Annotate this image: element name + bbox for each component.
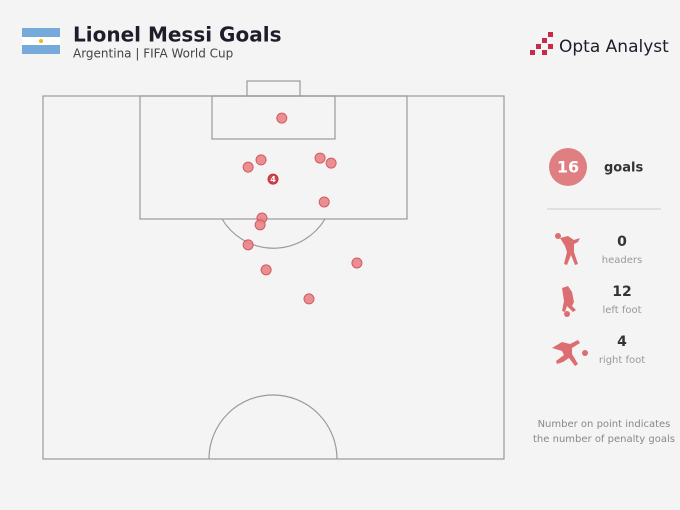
chart-title: Lionel Messi Goals [73,23,281,47]
goal-point [260,264,272,276]
subtitle: Argentina | FIFA World Cup [73,47,233,61]
goal-point [314,152,326,164]
goal-point [242,239,254,251]
flag [22,45,60,54]
stat-label: right foot [599,355,645,366]
goal-point [303,293,315,305]
icons [552,233,588,366]
note: the number of penalty goals [533,434,675,445]
stat-value: 12 [612,284,631,300]
goal-point [318,196,330,208]
goal-point [254,219,266,231]
flag [22,28,60,37]
penalty-label: 4 [270,175,276,184]
pitch [42,80,505,460]
goal-point [267,173,279,185]
stat-value: 4 [617,334,627,350]
note: Number on point indicates [538,419,671,430]
goal-point [242,161,254,173]
goal-point [325,157,337,169]
stat-value: 0 [617,234,627,250]
goal-point [351,257,363,269]
total-badge [549,148,587,186]
stat-label: left foot [602,305,641,316]
brand: Opta Analyst [559,37,669,57]
stat-label: headers [602,255,642,266]
brand-logo [530,32,553,55]
total-value: 16 [557,158,579,177]
total-label: goals [604,161,643,176]
flag-sun [39,39,43,43]
goal-point [276,112,288,124]
goal-point [255,154,267,166]
